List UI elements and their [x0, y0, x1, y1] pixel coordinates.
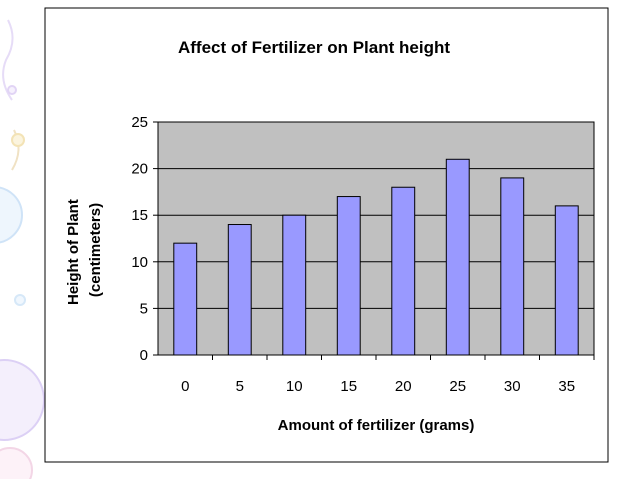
bar-15: [336, 196, 361, 356]
y-tick-label-0: 0: [140, 347, 148, 364]
bars: [173, 158, 579, 356]
y-tick-label-5: 5: [140, 300, 148, 317]
x-tick-label-10: 10: [286, 378, 303, 395]
y-tick-label-25: 25: [131, 114, 148, 131]
bar-35: [554, 205, 579, 356]
y-tick-label-10: 10: [131, 254, 148, 271]
x-axis-label: Amount of fertilizer (grams): [278, 417, 475, 434]
chart-title: Affect of Fertilizer on Plant height: [178, 38, 450, 57]
bar-0: [173, 242, 198, 356]
x-tick-label-5: 5: [236, 378, 244, 395]
balloon-decoration: [0, 19, 45, 479]
bar-25: [445, 158, 470, 356]
y-axis-ticks: 0 5 10 15 20 25: [131, 114, 158, 364]
x-axis-ticks: 0 5 10 15 20 25 30 35: [181, 355, 595, 395]
y-axis-label-line-2: (centimeters): [87, 203, 104, 297]
plot-area: [157, 121, 595, 356]
y-tick-label-20: 20: [131, 161, 148, 178]
bar-20: [391, 186, 416, 356]
y-tick-label-15: 15: [131, 207, 148, 224]
y-axis-label-line-1: Height of Plant: [65, 199, 82, 305]
x-tick-label-30: 30: [504, 378, 521, 395]
y-axis-label: Height of Plant (centimeters): [65, 195, 104, 305]
bar-5: [227, 224, 252, 356]
x-tick-label-25: 25: [449, 378, 466, 395]
bar-30: [500, 177, 525, 356]
bar-10: [282, 214, 307, 356]
x-tick-label-35: 35: [558, 378, 575, 395]
x-tick-label-20: 20: [395, 378, 412, 395]
x-tick-label-0: 0: [181, 378, 189, 395]
x-tick-label-15: 15: [340, 378, 357, 395]
